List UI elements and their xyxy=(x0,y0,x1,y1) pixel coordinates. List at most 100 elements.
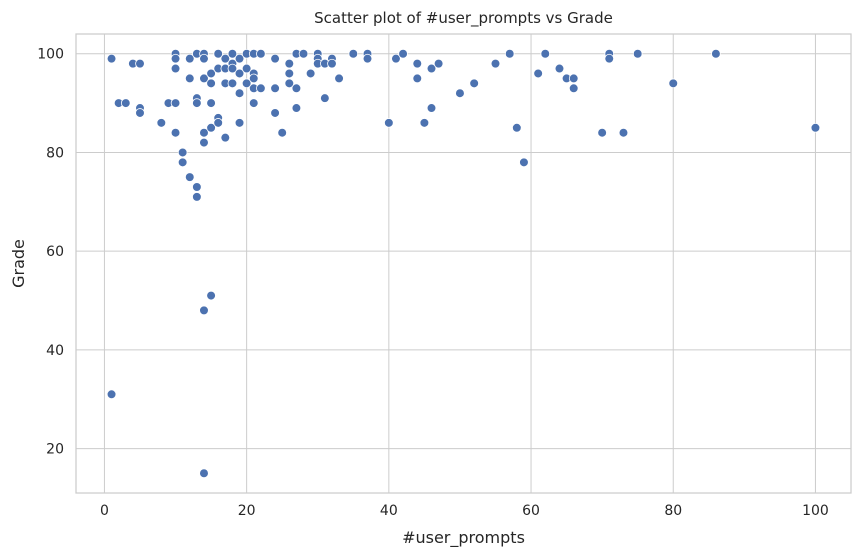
scatter-point xyxy=(519,157,529,168)
scatter-point xyxy=(241,63,252,74)
scatter-point xyxy=(533,68,543,79)
scatter-point xyxy=(320,93,330,103)
scatter-point xyxy=(199,468,209,479)
scatter-point xyxy=(426,103,437,113)
scatter-point xyxy=(199,127,209,138)
scatter-point xyxy=(618,127,629,138)
scatter-point xyxy=(177,147,188,158)
scatter-point xyxy=(106,53,117,64)
scatter-point xyxy=(419,118,430,128)
scatter-point xyxy=(568,83,579,94)
scatter-point xyxy=(277,127,287,138)
scatter-point xyxy=(206,68,216,79)
scatter-point xyxy=(227,48,238,59)
scatter-point xyxy=(135,58,145,69)
scatter-point xyxy=(270,83,280,94)
scatter-point xyxy=(170,98,181,108)
scatter-point xyxy=(192,192,202,202)
scatter-point xyxy=(106,389,117,400)
scatter-point xyxy=(362,53,373,64)
scatter-point xyxy=(270,108,280,118)
scatter-point xyxy=(810,122,821,133)
scatter-point xyxy=(554,63,565,74)
scatter-point xyxy=(220,53,231,64)
scatter-point xyxy=(206,78,216,89)
scatter-point xyxy=(668,78,679,89)
scatter-point xyxy=(199,53,209,64)
scatter-point xyxy=(540,48,551,59)
scatter-point xyxy=(284,58,295,69)
scatter-point xyxy=(170,63,181,74)
chart-title: Scatter plot of #user_prompts vs Grade xyxy=(314,9,613,28)
x-tick-label: 80 xyxy=(664,503,682,519)
scatter-point xyxy=(192,182,202,192)
scatter-point xyxy=(199,305,209,316)
scatter-point xyxy=(504,48,515,59)
scatter-point xyxy=(170,127,181,138)
scatter-point xyxy=(604,53,615,64)
scatter-point xyxy=(234,68,245,79)
scatter-point xyxy=(184,73,195,84)
scatter-point xyxy=(241,78,252,89)
x-tick-label: 100 xyxy=(802,503,829,519)
x-tick-label: 0 xyxy=(100,503,109,519)
scatter-point xyxy=(184,172,195,182)
scatter-point xyxy=(135,108,145,118)
scatter-point xyxy=(120,98,131,108)
grid xyxy=(76,34,851,493)
scatter-point xyxy=(213,48,224,59)
scatter-point xyxy=(156,118,167,128)
scatter-point xyxy=(398,48,408,59)
scatter-point xyxy=(298,48,309,59)
scatter-point xyxy=(291,103,302,113)
plot-area xyxy=(76,34,851,493)
scatter-point xyxy=(597,127,607,138)
y-tick-label: 80 xyxy=(46,145,64,161)
x-axis-label: #user_prompts xyxy=(402,528,525,548)
scatter-point xyxy=(220,132,231,143)
scatter-point xyxy=(170,53,181,64)
scatter-point xyxy=(291,83,302,94)
scatter-point xyxy=(469,78,479,89)
scatter-point xyxy=(206,122,216,133)
scatter-point xyxy=(248,73,259,84)
scatter-point xyxy=(270,53,280,64)
scatter-point xyxy=(206,290,216,301)
scatter-point xyxy=(256,83,266,94)
scatter-point xyxy=(334,73,344,84)
x-tick-label: 60 xyxy=(522,503,540,519)
scatter-point xyxy=(199,137,209,148)
scatter-point xyxy=(433,58,444,69)
plot-frame xyxy=(75,33,852,494)
scatter-point xyxy=(384,118,394,128)
scatter-point xyxy=(177,157,188,168)
scatter-point xyxy=(213,118,224,128)
scatter-point xyxy=(284,78,295,89)
y-tick-label: 40 xyxy=(46,343,64,359)
scatter-point xyxy=(234,88,245,99)
scatter-point xyxy=(284,68,295,79)
scatter-point xyxy=(227,63,238,74)
scatter-point xyxy=(512,122,522,133)
scatter-point xyxy=(632,48,643,59)
scatter-point xyxy=(234,53,245,64)
scatter-point xyxy=(412,73,423,84)
scatter-point xyxy=(256,48,266,59)
scatter-point xyxy=(391,53,401,64)
scatter-point xyxy=(184,53,195,64)
scatter-point xyxy=(426,63,437,74)
x-tick-labels: 0 20 40 60 80 100 xyxy=(100,503,829,519)
scatter-point xyxy=(568,73,579,84)
scatter-point xyxy=(455,88,465,99)
scatter-point xyxy=(192,98,202,108)
scatter-point xyxy=(234,118,245,128)
scatter-point xyxy=(305,68,316,79)
data-points xyxy=(106,48,821,479)
scatter-point xyxy=(248,98,259,108)
scatter-point xyxy=(711,48,721,59)
scatter-point xyxy=(206,98,216,108)
scatter-point xyxy=(490,58,501,69)
y-axis-label: Grade xyxy=(9,239,28,288)
